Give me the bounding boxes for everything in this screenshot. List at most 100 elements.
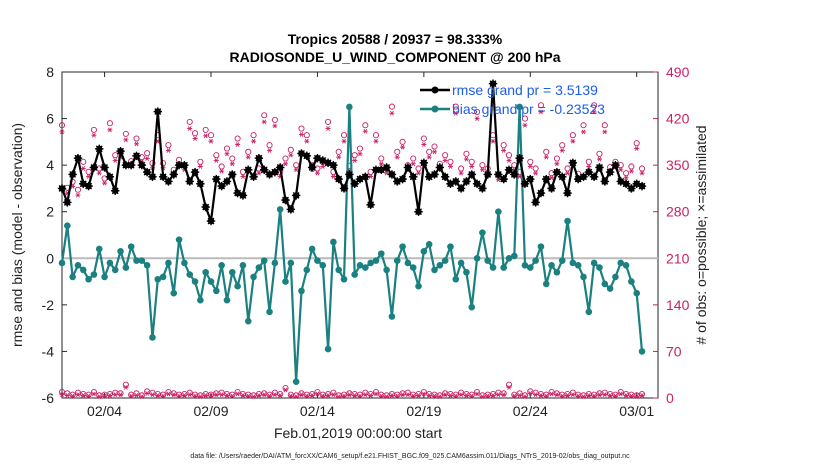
rmse-point <box>111 186 120 195</box>
chart-title-line1: Tropics 20588 / 20937 = 98.333% <box>288 31 503 47</box>
obs-assimilated-point <box>543 154 549 160</box>
obs-assimilated-point <box>639 170 645 176</box>
obs-possible-point <box>500 390 507 397</box>
rmse-point <box>467 170 476 179</box>
obs-assimilated-point <box>373 138 379 144</box>
obs-assimilated-point <box>458 170 464 176</box>
rmse-point <box>366 200 375 209</box>
obs-assimilated-point <box>559 148 565 153</box>
obs-assimilated-point <box>123 384 129 390</box>
obs-possible-point <box>223 145 231 152</box>
bias-point <box>239 261 247 269</box>
obs-possible-point <box>90 126 97 133</box>
rmse-point <box>174 160 184 170</box>
bias-point <box>638 348 646 355</box>
obs-possible-point <box>447 158 454 165</box>
rmse-point <box>79 179 88 188</box>
obs-assimilated-point <box>634 394 640 400</box>
bias-point <box>255 264 263 271</box>
obs-assimilated-point <box>219 392 225 398</box>
obs-assimilated-point <box>565 170 571 176</box>
rmse-point <box>563 188 572 198</box>
obs-assimilated-point <box>165 391 171 397</box>
bias-point <box>532 257 539 264</box>
rmse-point <box>547 184 556 193</box>
obs-possible-point <box>468 391 475 398</box>
rmse-point <box>142 167 152 177</box>
rmse-point <box>361 172 370 181</box>
obs-possible-point <box>74 186 82 193</box>
bias-point <box>457 259 465 267</box>
bias-point <box>181 259 188 267</box>
obs-assimilated-point <box>91 132 97 138</box>
rmse-point <box>105 172 115 181</box>
bias-point <box>228 268 236 276</box>
bias-point <box>95 245 103 253</box>
obs-possible-point <box>229 155 236 162</box>
obs-assimilated-point <box>538 109 544 115</box>
bias-point <box>548 261 555 269</box>
rmse-point <box>435 163 445 172</box>
obs-assimilated-point <box>267 393 273 399</box>
obs-assimilated-point <box>235 142 241 147</box>
obs-assimilated-point <box>213 158 219 163</box>
obs-assimilated-point <box>149 392 155 398</box>
obs-assimilated-point <box>618 391 624 397</box>
obs-possible-point <box>463 150 470 157</box>
bias-point <box>500 264 507 271</box>
obs-assimilated-point <box>517 392 523 398</box>
obs-assimilated-point <box>538 392 544 398</box>
obs-assimilated-point <box>421 142 427 147</box>
obs-possible-point <box>245 148 252 155</box>
obs-assimilated-point <box>378 161 384 167</box>
obs-assimilated-point <box>612 393 618 399</box>
obs-assimilated-point <box>432 393 437 399</box>
obs-possible-point <box>117 390 124 397</box>
obs-assimilated-point <box>309 392 315 398</box>
bias-point <box>58 259 66 267</box>
chart-title-line2: RADIOSONDE_U_WIND_COMPONENT @ 200 hPa <box>229 49 560 65</box>
legend: rmse grand pr = 3.5139 bias grand pr = -… <box>420 82 605 117</box>
bias-point <box>197 296 204 304</box>
obs-possible-point <box>537 102 544 109</box>
obs-assimilated-point <box>192 393 198 399</box>
bias-point <box>159 273 167 281</box>
bias-point <box>479 229 486 236</box>
bias-point <box>260 257 268 264</box>
legend-bias-marker <box>431 105 439 113</box>
obs-possible-point <box>362 122 369 129</box>
obs-assimilated-point <box>533 170 539 176</box>
rmse-point <box>169 170 178 179</box>
obs-assimilated-point <box>80 392 86 398</box>
rmse-point <box>249 172 258 181</box>
obs-possible-point <box>277 390 284 398</box>
bias-point <box>308 245 316 253</box>
bias-point <box>516 103 523 111</box>
rmse-point <box>275 163 285 172</box>
obs-possible-point <box>85 168 92 175</box>
obs-assimilated-point <box>410 161 416 167</box>
obs-assimilated-point <box>165 148 171 153</box>
obs-assimilated-point <box>416 392 422 398</box>
bias-point <box>484 257 492 264</box>
rmse-point <box>100 163 109 172</box>
obs-assimilated-point <box>474 391 480 397</box>
obs-possible-point <box>601 122 608 129</box>
obs-assimilated-point <box>272 123 278 129</box>
obs-possible-point <box>287 146 294 153</box>
rmse-point <box>579 172 588 181</box>
obs-possible-point <box>559 142 566 149</box>
obs-assimilated-point <box>602 392 608 398</box>
bias-point <box>526 264 534 271</box>
obs-assimilated-point <box>607 392 613 398</box>
obs-possible-point <box>160 391 167 398</box>
obs-assimilated-point <box>469 393 475 399</box>
obs-assimilated-point <box>139 394 145 400</box>
x-axis-title: Feb.01,2019 00:00:00 start <box>274 425 442 441</box>
bias-point <box>399 243 406 250</box>
obs-possible-point <box>186 118 193 125</box>
obs-assimilated-point <box>293 167 299 173</box>
obs-assimilated-point <box>405 392 411 398</box>
obs-assimilated-point <box>86 393 92 399</box>
legend-bias-label: bias grand pr = -0.23523 <box>452 101 605 117</box>
